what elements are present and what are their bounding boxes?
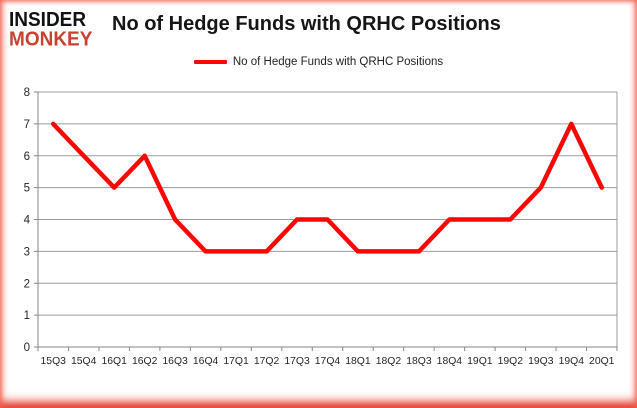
svg-text:18Q2: 18Q2	[376, 356, 402, 367]
legend-line-swatch-icon	[193, 60, 227, 64]
svg-text:7: 7	[24, 119, 30, 131]
svg-text:19Q3: 19Q3	[528, 356, 554, 367]
svg-text:19Q1: 19Q1	[467, 356, 493, 367]
svg-text:18Q4: 18Q4	[437, 356, 463, 367]
svg-text:16Q1: 16Q1	[101, 356, 127, 367]
insider-monkey-logo: INSIDER MONKEY	[9, 8, 93, 51]
svg-text:6: 6	[24, 151, 30, 163]
svg-text:18Q1: 18Q1	[345, 356, 371, 367]
svg-text:2: 2	[24, 278, 30, 290]
logo-line-monkey: MONKEY	[9, 28, 93, 51]
svg-text:8: 8	[24, 87, 30, 99]
svg-text:16Q3: 16Q3	[162, 356, 188, 367]
svg-text:3: 3	[24, 246, 30, 258]
svg-text:5: 5	[24, 183, 30, 195]
svg-text:17Q4: 17Q4	[315, 356, 341, 367]
svg-text:18Q3: 18Q3	[406, 356, 432, 367]
svg-text:19Q4: 19Q4	[559, 356, 585, 367]
svg-text:1: 1	[24, 310, 30, 322]
logo-line-insider: INSIDER	[9, 8, 87, 32]
svg-text:17Q2: 17Q2	[254, 356, 280, 367]
svg-text:20Q1: 20Q1	[589, 356, 615, 367]
svg-text:15Q4: 15Q4	[71, 356, 97, 367]
svg-text:4: 4	[24, 215, 31, 227]
chart-legend: No of Hedge Funds with QRHC Positions	[0, 56, 637, 68]
svg-text:17Q3: 17Q3	[284, 356, 310, 367]
svg-text:16Q2: 16Q2	[132, 356, 158, 367]
svg-text:16Q4: 16Q4	[193, 356, 219, 367]
svg-text:0: 0	[24, 342, 30, 354]
svg-text:19Q2: 19Q2	[498, 356, 524, 367]
legend-label: No of Hedge Funds with QRHC Positions	[232, 56, 444, 68]
svg-text:17Q1: 17Q1	[223, 356, 249, 367]
page-title: No of Hedge Funds with QRHC Positions	[112, 13, 501, 35]
svg-text:15Q3: 15Q3	[41, 356, 67, 367]
